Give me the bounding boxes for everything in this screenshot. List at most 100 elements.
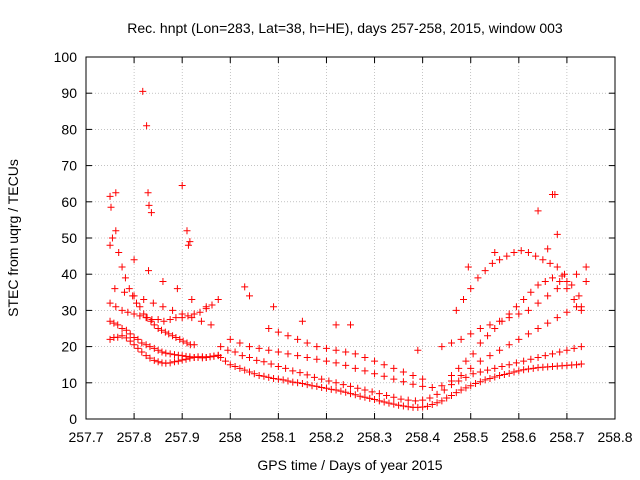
data-point (570, 296, 578, 304)
data-point (160, 317, 168, 325)
data-point (395, 401, 403, 409)
data-point (527, 288, 535, 296)
data-point (563, 277, 571, 285)
data-point (409, 380, 417, 388)
data-point (250, 370, 258, 378)
y-tick-label: 0 (69, 411, 77, 427)
data-point (484, 366, 492, 374)
data-point (469, 370, 477, 378)
data-point (484, 332, 492, 340)
data-point (515, 310, 523, 318)
data-point (481, 376, 489, 384)
data-point (529, 364, 537, 372)
data-point (318, 375, 326, 383)
data-point (318, 384, 326, 392)
series-spikes-2 (241, 191, 590, 354)
data-point (172, 314, 180, 322)
data-point (143, 314, 151, 322)
data-point (342, 388, 350, 396)
data-point (361, 367, 369, 375)
data-point (238, 352, 246, 360)
series-arc-2 (106, 317, 222, 362)
data-point (221, 357, 229, 365)
data-point (411, 397, 419, 405)
data-point (106, 241, 114, 249)
data-point (496, 372, 504, 380)
data-point (575, 292, 583, 300)
data-point (118, 325, 126, 332)
series-spikes (106, 87, 194, 249)
data-point (447, 391, 455, 399)
data-point (322, 344, 330, 352)
data-point (265, 346, 273, 354)
data-point (236, 339, 244, 347)
data-point (190, 341, 198, 349)
data-point (158, 348, 166, 356)
data-point (491, 325, 499, 332)
data-point (112, 189, 120, 197)
data-point (409, 372, 417, 380)
data-point (452, 306, 460, 314)
series-arc-8 (265, 325, 427, 383)
data-point (260, 358, 268, 366)
data-point (274, 328, 282, 336)
data-point (347, 390, 354, 398)
data-point (332, 386, 340, 394)
data-point (154, 358, 162, 366)
data-point (154, 315, 162, 323)
data-point (143, 122, 151, 130)
data-point (472, 380, 480, 388)
data-point (154, 325, 162, 332)
data-point (428, 384, 436, 392)
data-point (210, 352, 218, 360)
data-point (500, 370, 508, 378)
data-point (114, 321, 122, 329)
data-point (169, 332, 177, 340)
data-point (208, 301, 216, 309)
data-point (577, 303, 585, 311)
data-point (274, 375, 282, 383)
data-point (399, 368, 407, 376)
data-point (161, 328, 169, 336)
data-point (303, 339, 311, 347)
data-point (491, 364, 499, 372)
data-point (342, 348, 350, 356)
data-point (375, 397, 383, 405)
data-point (541, 277, 549, 285)
data-point (368, 388, 376, 396)
x-tick-label: 258.1 (261, 429, 296, 445)
data-point (455, 364, 463, 372)
data-point (390, 393, 398, 401)
data-point (162, 349, 170, 357)
data-point (361, 386, 369, 394)
data-point (289, 367, 297, 375)
data-point (433, 390, 441, 398)
x-axis: 257.7 257.8 257.9 258 258.1 258.2 258.3 258.4 25… (68, 57, 633, 445)
series-arc-5 (217, 353, 585, 411)
data-point (332, 359, 340, 367)
data-point (172, 334, 180, 342)
data-point (457, 335, 465, 343)
data-point (322, 357, 330, 365)
data-point (476, 378, 484, 386)
data-point (130, 341, 138, 349)
data-point (419, 396, 427, 404)
data-point (414, 346, 422, 354)
data-point (159, 277, 167, 285)
data-point (467, 382, 475, 390)
series-arc-13 (111, 285, 215, 329)
data-point (452, 389, 460, 397)
data-point (138, 339, 146, 347)
series-arc-3 (106, 296, 222, 325)
data-point (534, 353, 542, 361)
data-point (428, 401, 436, 409)
data-point (115, 248, 123, 256)
data-point (327, 385, 335, 393)
data-point (517, 247, 525, 255)
data-point (118, 332, 126, 340)
data-point (467, 285, 475, 293)
data-point (170, 351, 178, 359)
data-point (188, 296, 196, 304)
data-point (534, 207, 542, 215)
data-point (236, 364, 244, 372)
